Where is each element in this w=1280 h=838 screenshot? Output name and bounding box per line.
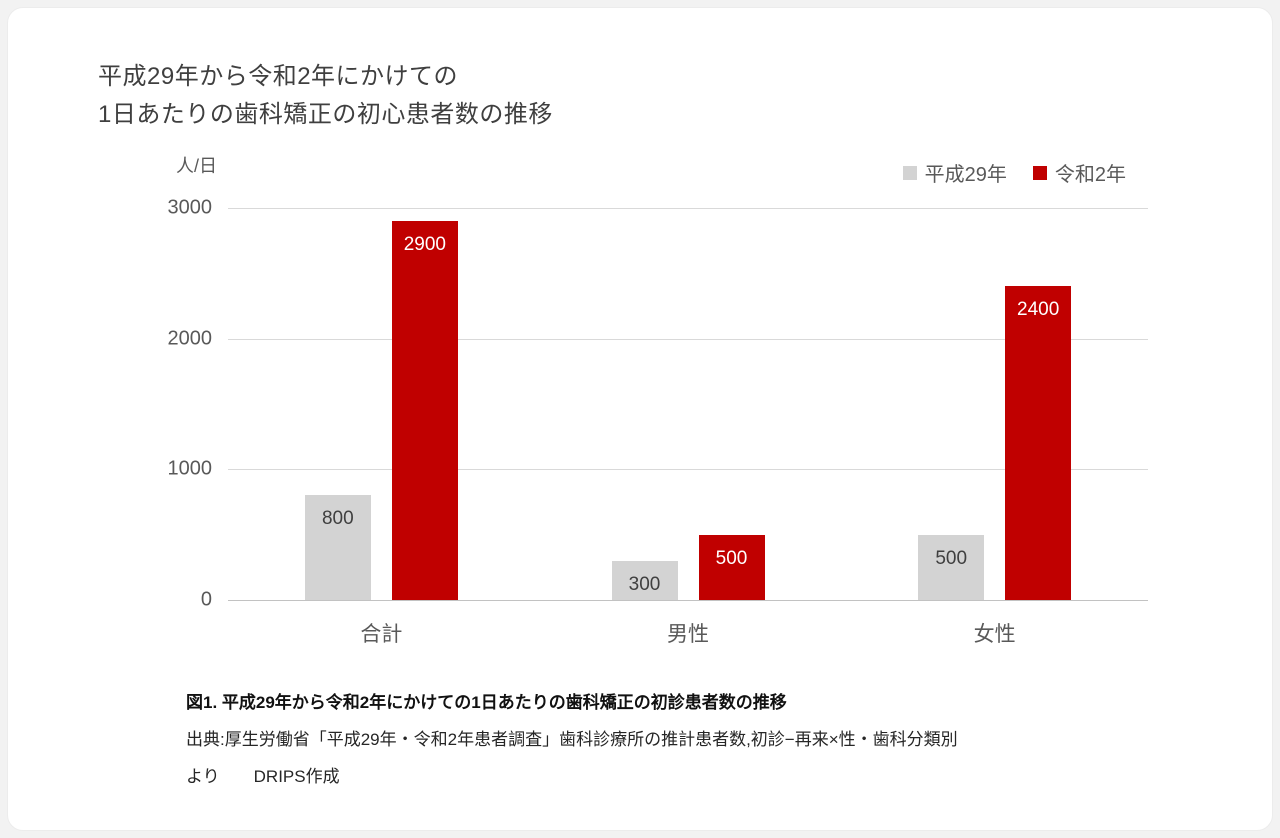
x-axis-category-label-total: 合計: [360, 623, 403, 646]
y-gridline: [228, 208, 1148, 209]
x-axis-category-label-female: 女性: [973, 623, 1016, 646]
y-axis-tick-label: 1000: [167, 457, 213, 480]
bar-value-label: 500: [935, 547, 968, 569]
x-axis-line: [228, 600, 1148, 601]
bar-group-total: 800 2900 合計: [228, 208, 535, 646]
bar-reiwa2-total: 2900: [391, 221, 458, 600]
legend-item-heisei29: 平成29年: [902, 158, 1007, 187]
bar-groups: 800 2900 合計 300 500 男性 500 2400 女性: [228, 208, 1148, 646]
chart-title-line-1: 平成29年から令和2年にかけての: [98, 63, 459, 90]
legend-label-reiwa2: 令和2年: [1054, 164, 1126, 186]
legend-label-heisei29: 平成29年: [924, 164, 1007, 186]
y-gridline: [228, 338, 1148, 340]
chart-title: 平成29年から令和2年にかけての 1日あたりの歯科矯正の初心患者数の推移: [98, 58, 553, 134]
caption-block: 図1. 平成29年から令和2年にかけての1日あたりの歯科矯正の初診患者数の推移 …: [186, 684, 958, 795]
bar-value-label: 2900: [403, 234, 446, 256]
legend-swatch-heisei29: [902, 165, 917, 180]
bar-value-label: 800: [321, 508, 354, 530]
legend-item-reiwa2: 令和2年: [1032, 158, 1126, 187]
figure-caption: 図1. 平成29年から令和2年にかけての1日あたりの歯科矯正の初診患者数の推移: [186, 693, 787, 712]
chart-title-line-2: 1日あたりの歯科矯正の初心患者数の推移: [98, 101, 553, 128]
source-text-line-1: 出典:厚生労働省「平成29年・令和2年患者調査」歯科診療所の推計患者数,初診−再…: [186, 730, 958, 749]
source-text-line-2: より DRIPS作成: [186, 767, 340, 786]
bar-group-female: 500 2400 女性: [841, 208, 1148, 646]
bar-heisei29-total: 800: [304, 495, 371, 600]
bar-reiwa2-female: 2400: [1005, 286, 1072, 600]
bar-value-label: 500: [715, 547, 748, 569]
bar-group-male: 300 500 男性: [535, 208, 842, 646]
bar-heisei29-male: 300: [611, 560, 678, 600]
y-axis-unit-label: 人/日: [176, 156, 218, 176]
y-gridline: [228, 469, 1148, 471]
bar-reiwa2-male: 500: [698, 534, 765, 600]
legend-swatch-reiwa2: [1032, 165, 1047, 180]
bar-value-label: 300: [628, 573, 661, 595]
y-axis-tick-label: 3000: [167, 196, 213, 219]
plot-area: 0 1000 2000 3000 800 2900 合計 300 500 男性 500 2400 女性: [168, 197, 1148, 646]
legend: 平成29年 令和2年: [902, 158, 1126, 187]
y-axis-tick-label: 2000: [167, 327, 213, 350]
y-axis-tick-label: 0: [200, 588, 212, 611]
chart-card: 平成29年から令和2年にかけての 1日あたりの歯科矯正の初心患者数の推移 人/日…: [7, 7, 1273, 831]
bar-heisei29-female: 500: [918, 534, 985, 600]
bar-value-label: 2400: [1017, 299, 1060, 321]
x-axis-category-label-male: 男性: [667, 623, 709, 646]
